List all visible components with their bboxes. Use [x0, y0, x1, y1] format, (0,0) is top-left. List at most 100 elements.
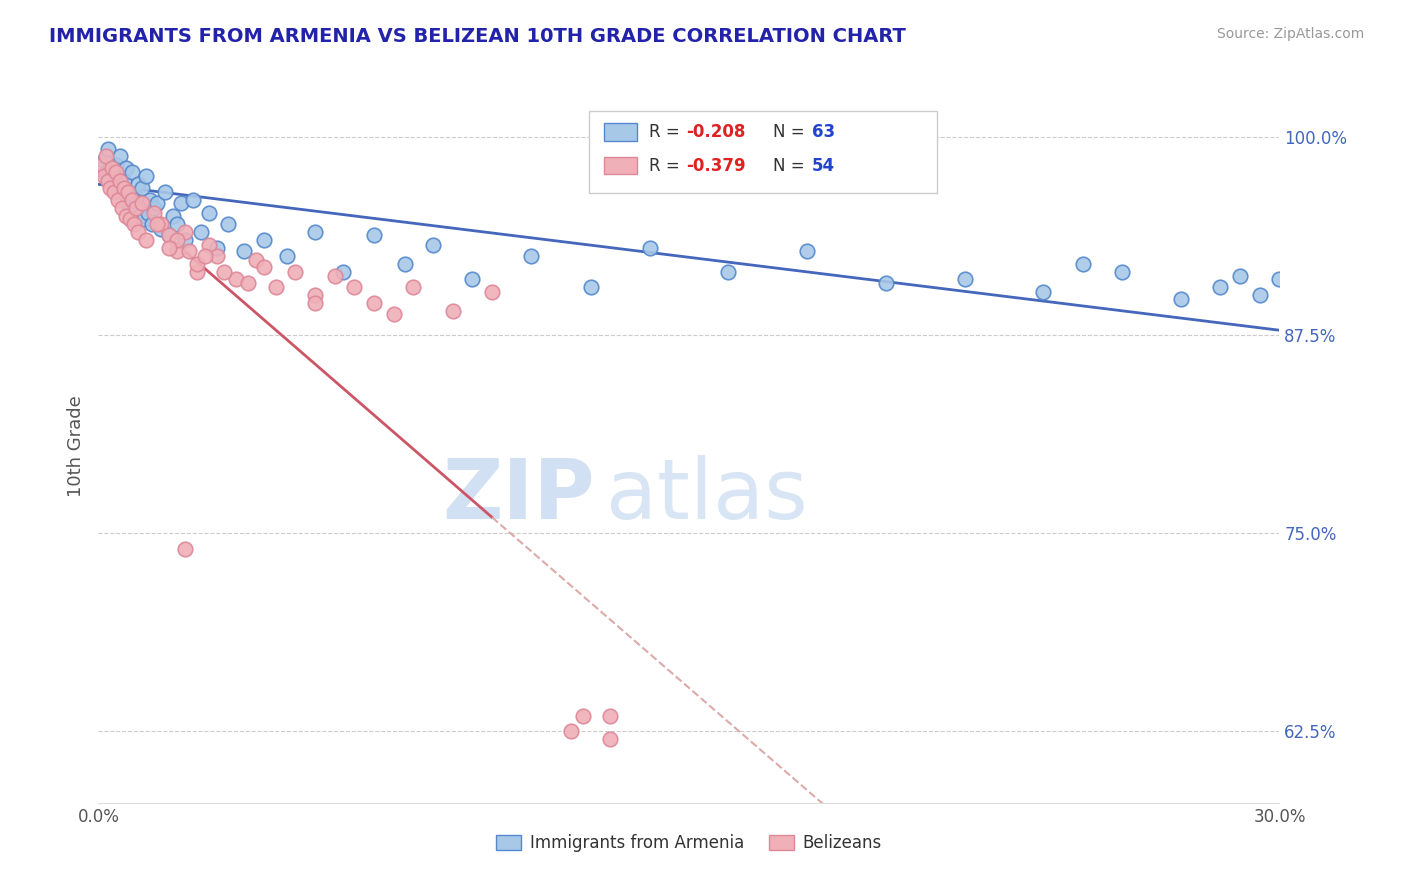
Point	[166, 233, 188, 247]
Point	[560, 724, 582, 739]
Point	[107, 193, 129, 207]
Point	[118, 186, 141, 200]
Point	[125, 201, 148, 215]
Point	[1268, 272, 1291, 286]
Text: 54: 54	[811, 157, 835, 175]
Point	[343, 280, 366, 294]
Text: ZIP: ZIP	[441, 456, 595, 536]
Point	[146, 217, 169, 231]
Point	[363, 228, 385, 243]
Point	[1111, 264, 1133, 278]
Text: R =: R =	[648, 157, 685, 175]
FancyBboxPatch shape	[605, 157, 637, 175]
Point	[122, 201, 145, 215]
Point	[205, 249, 228, 263]
Point	[142, 206, 165, 220]
Point	[186, 264, 208, 278]
Point	[875, 276, 897, 290]
Point	[96, 149, 118, 163]
Point	[103, 186, 125, 200]
Text: IMMIGRANTS FROM ARMENIA VS BELIZEAN 10TH GRADE CORRELATION CHART: IMMIGRANTS FROM ARMENIA VS BELIZEAN 10TH…	[49, 27, 905, 45]
Point	[284, 264, 307, 278]
Text: 63: 63	[811, 123, 835, 141]
Point	[214, 264, 236, 278]
Point	[150, 217, 173, 231]
Point	[197, 237, 219, 252]
Point	[150, 221, 173, 235]
Point	[190, 225, 212, 239]
Point	[157, 241, 180, 255]
Point	[422, 237, 444, 252]
Point	[141, 217, 163, 231]
Point	[142, 201, 165, 215]
Point	[112, 180, 135, 194]
Point	[276, 249, 298, 263]
Point	[112, 174, 135, 188]
Point	[115, 161, 138, 176]
Legend: Immigrants from Armenia, Belizeans: Immigrants from Armenia, Belizeans	[489, 828, 889, 859]
Point	[253, 233, 276, 247]
Point	[236, 276, 259, 290]
Text: N =: N =	[773, 157, 810, 175]
Point	[103, 180, 125, 194]
Point	[127, 178, 149, 192]
Point	[599, 708, 621, 723]
Point	[131, 196, 153, 211]
Point	[245, 253, 267, 268]
Point	[97, 174, 120, 188]
Point	[205, 241, 228, 255]
Point	[520, 249, 543, 263]
Point	[117, 196, 139, 211]
Point	[118, 212, 141, 227]
Point	[121, 193, 143, 207]
Point	[105, 158, 128, 172]
Point	[1170, 292, 1192, 306]
Point	[111, 201, 134, 215]
Point	[796, 244, 818, 258]
Point	[304, 288, 326, 302]
Point	[117, 186, 139, 200]
Point	[394, 257, 416, 271]
Point	[323, 269, 346, 284]
Point	[91, 158, 114, 172]
Point	[136, 206, 159, 220]
Point	[138, 193, 160, 207]
Point	[1032, 285, 1054, 300]
Point	[121, 164, 143, 178]
Point	[953, 272, 976, 286]
Point	[93, 169, 115, 184]
Point	[111, 186, 134, 200]
Point	[105, 164, 128, 178]
Point	[579, 280, 602, 294]
Point	[1249, 288, 1271, 302]
Point	[225, 272, 247, 286]
Point	[174, 233, 197, 247]
Point	[146, 196, 169, 211]
FancyBboxPatch shape	[605, 123, 637, 141]
Point	[115, 209, 138, 223]
Point	[481, 285, 503, 300]
Point	[177, 244, 200, 258]
Point	[170, 196, 193, 211]
Point	[135, 233, 157, 247]
Point	[717, 264, 740, 278]
Point	[162, 209, 184, 223]
Y-axis label: 10th Grade: 10th Grade	[66, 395, 84, 497]
Point	[253, 260, 276, 274]
Point	[1209, 280, 1232, 294]
Point	[98, 180, 121, 194]
Point	[174, 225, 197, 239]
Point	[157, 228, 180, 243]
Point	[194, 249, 217, 263]
Point	[599, 732, 621, 747]
Point	[571, 708, 593, 723]
Point	[131, 180, 153, 194]
Point	[101, 169, 124, 184]
Point	[155, 186, 177, 200]
Point	[304, 225, 326, 239]
Point	[125, 190, 148, 204]
Point	[135, 169, 157, 184]
Point	[186, 257, 208, 271]
Point	[233, 244, 256, 258]
Point	[638, 241, 661, 255]
